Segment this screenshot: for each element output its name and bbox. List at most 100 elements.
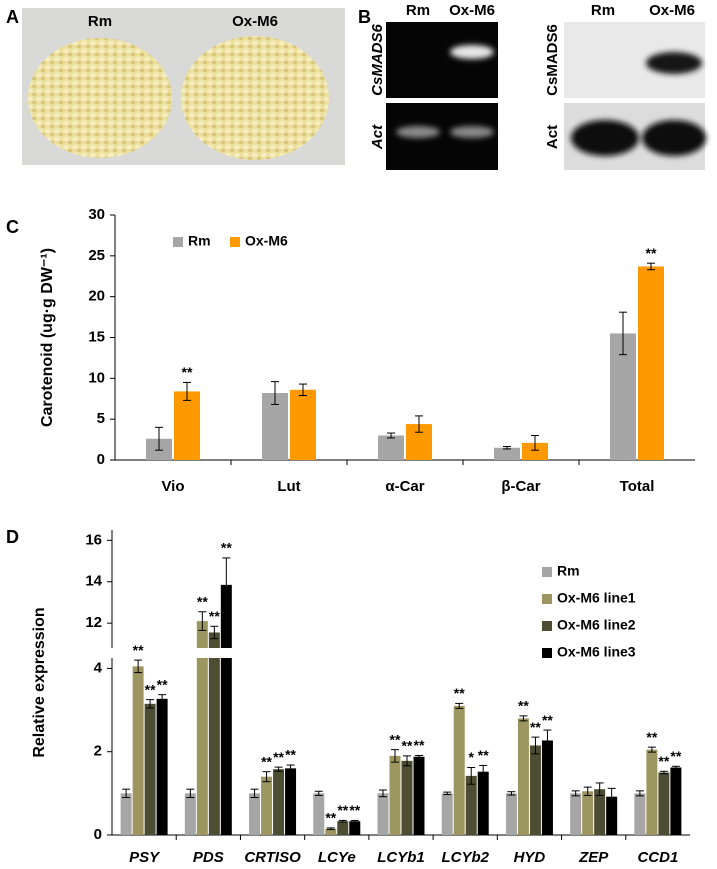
bar — [220, 658, 232, 835]
legend-label: Ox-M6 line3 — [557, 644, 636, 660]
legend-label: Ox-M6 line1 — [557, 590, 636, 606]
y-tick-label: 0 — [94, 826, 102, 843]
legend-swatch — [542, 621, 552, 631]
panel-label: A — [6, 7, 19, 27]
significance-label: ** — [209, 608, 220, 624]
x-tick-label: LCYe — [318, 849, 356, 866]
x-tick-label: LCYb2 — [441, 849, 489, 866]
y-tick-label: 12 — [85, 614, 102, 631]
significance-label: ** — [646, 729, 657, 745]
significance-label: ** — [325, 810, 336, 826]
panel-label: D — [6, 527, 19, 547]
y-tick-label: 5 — [97, 410, 105, 427]
bar — [505, 793, 517, 835]
sample-pile — [28, 38, 172, 158]
bar — [132, 666, 144, 835]
blot-band — [642, 120, 706, 156]
bar — [658, 772, 670, 835]
gel-band — [450, 126, 494, 138]
bar — [494, 447, 520, 460]
legend-swatch — [230, 237, 240, 247]
bar — [378, 435, 404, 460]
legend-label: Rm — [188, 233, 211, 249]
bar — [634, 793, 646, 835]
bar — [517, 718, 529, 835]
bar — [208, 632, 220, 648]
gel-image — [386, 22, 498, 98]
bar — [120, 793, 132, 835]
significance-label: ** — [414, 737, 425, 753]
row-label: CsMADS6 — [369, 24, 386, 96]
x-tick-label: HYD — [514, 849, 546, 866]
bar — [570, 793, 582, 835]
bar — [144, 703, 156, 835]
bar — [606, 796, 618, 835]
bar — [582, 791, 594, 835]
bar — [325, 828, 337, 835]
significance-label: ** — [402, 738, 413, 754]
blot-band — [646, 52, 702, 74]
significance-label: ** — [454, 685, 465, 701]
bar — [285, 768, 297, 835]
y-tick-label: 16 — [85, 531, 102, 548]
lane-label: Rm — [591, 2, 615, 19]
panel-label: B — [358, 7, 371, 27]
y-tick-label: 4 — [94, 659, 103, 676]
legend-label: Ox-M6 line2 — [557, 617, 636, 633]
lane-label: Ox-M6 — [449, 2, 495, 19]
significance-label: * — [468, 749, 474, 765]
blot-band — [571, 120, 639, 156]
x-tick-label: β-Car — [501, 478, 540, 495]
bar — [541, 740, 553, 835]
row-label: CsMADS6 — [544, 24, 561, 96]
significance-label: ** — [478, 747, 489, 763]
bar — [196, 658, 208, 835]
x-tick-label: PSY — [129, 849, 161, 866]
sample-label: Ox-M6 — [232, 13, 278, 30]
legend-swatch — [173, 237, 183, 247]
y-axis-label: Relative expression — [31, 607, 48, 757]
legend-swatch — [542, 567, 552, 577]
x-tick-label: Vio — [161, 478, 184, 495]
lane-label: Ox-M6 — [649, 2, 695, 19]
x-tick-label: Total — [620, 478, 655, 495]
bar — [401, 760, 413, 835]
bar — [522, 442, 548, 460]
x-tick-label: ZEP — [578, 849, 609, 866]
significance-label: ** — [197, 593, 208, 609]
bar — [529, 745, 541, 835]
row-label: Act — [544, 125, 561, 149]
bar — [290, 389, 316, 460]
sample-pile — [181, 36, 329, 160]
significance-label: ** — [530, 719, 541, 735]
legend-label: Rm — [557, 563, 580, 579]
bar — [670, 767, 682, 835]
legend-swatch — [542, 648, 552, 658]
y-tick-label: 30 — [88, 206, 105, 223]
significance-label: ** — [518, 698, 529, 714]
significance-label: ** — [349, 802, 360, 818]
significance-label: ** — [182, 364, 193, 380]
bar — [273, 769, 285, 835]
bar — [646, 749, 658, 835]
bar — [453, 705, 465, 835]
bar — [249, 793, 261, 835]
bar — [594, 789, 606, 835]
legend-label: Ox-M6 — [245, 233, 288, 249]
y-tick-label: 0 — [97, 451, 105, 468]
panel-label: C — [6, 217, 19, 237]
y-tick-label: 2 — [94, 743, 102, 760]
x-tick-label: CCD1 — [637, 849, 678, 866]
y-tick-label: 20 — [88, 288, 105, 305]
y-axis-label: Carotenoid (ug·g DW⁻¹) — [39, 248, 56, 427]
bar — [377, 793, 389, 835]
bar — [477, 771, 489, 835]
significance-label: ** — [133, 642, 144, 658]
bar — [389, 755, 401, 835]
bar — [337, 821, 349, 835]
bar — [220, 584, 232, 648]
bar — [465, 775, 477, 835]
y-tick-label: 14 — [85, 573, 102, 590]
bar — [313, 793, 325, 835]
